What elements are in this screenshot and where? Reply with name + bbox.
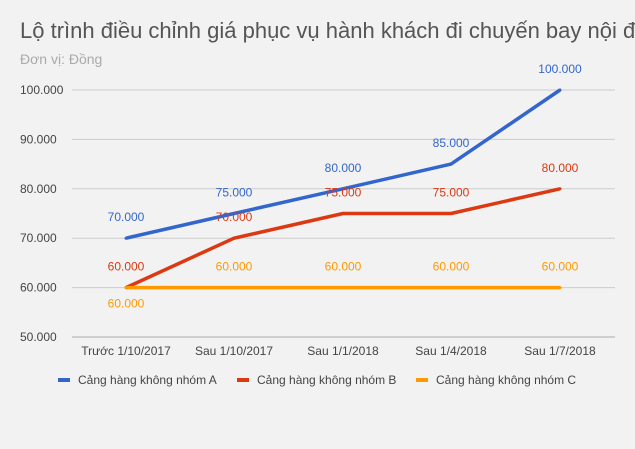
legend-swatch xyxy=(58,378,70,382)
data-label: 60.000 xyxy=(108,297,145,311)
data-point xyxy=(341,212,345,215)
data-label: 75.000 xyxy=(433,186,470,200)
y-tick-label: 100.000 xyxy=(20,83,64,97)
legend-swatch xyxy=(416,378,428,382)
x-tick-label: Sau 1/10/2017 xyxy=(195,344,273,358)
y-tick-label: 80.000 xyxy=(20,182,57,196)
data-label: 80.000 xyxy=(542,161,579,175)
data-point xyxy=(232,286,236,290)
data-point xyxy=(449,286,453,290)
chart-subtitle: Đơn vị: Đồng xyxy=(20,51,103,67)
data-point xyxy=(341,187,345,191)
data-point xyxy=(232,236,236,240)
data-label: 70.000 xyxy=(216,210,253,224)
x-tick-label: Sau 1/4/2018 xyxy=(415,344,487,358)
data-label: 80.000 xyxy=(325,161,362,175)
y-tick-label: 50.000 xyxy=(20,330,57,344)
data-label: 70.000 xyxy=(108,210,145,224)
data-point xyxy=(558,88,562,92)
y-tick-label: 90.000 xyxy=(20,132,57,146)
data-label: 100.000 xyxy=(538,62,582,76)
data-point xyxy=(558,187,562,191)
x-tick-label: Trước 1/10/2017 xyxy=(81,344,171,358)
data-label: 75.000 xyxy=(216,186,253,200)
legend-label: Cảng hàng không nhóm B xyxy=(257,373,396,387)
data-point xyxy=(341,286,345,290)
data-point xyxy=(124,236,128,240)
data-point xyxy=(232,212,236,215)
x-tick-label: Sau 1/1/2018 xyxy=(307,344,379,358)
y-tick-label: 60.000 xyxy=(20,281,57,295)
data-label: 60.000 xyxy=(542,260,579,274)
legend-label: Cảng hàng không nhóm C xyxy=(436,373,576,387)
data-label: 85.000 xyxy=(433,136,470,150)
data-point xyxy=(449,162,453,166)
data-label: 60.000 xyxy=(108,260,145,274)
data-label: 75.000 xyxy=(325,186,362,200)
data-point xyxy=(558,286,562,290)
data-point xyxy=(124,286,128,290)
x-tick-label: Sau 1/7/2018 xyxy=(524,344,596,358)
chart-title: Lộ trình điều chỉnh giá phục vụ hành khá… xyxy=(20,18,635,43)
data-point xyxy=(449,212,453,215)
y-tick-label: 70.000 xyxy=(20,231,57,245)
legend-label: Cảng hàng không nhóm A xyxy=(78,373,217,387)
data-label: 60.000 xyxy=(433,260,470,274)
legend-swatch xyxy=(237,378,249,382)
data-label: 60.000 xyxy=(325,260,362,274)
data-label: 60.000 xyxy=(216,260,253,274)
